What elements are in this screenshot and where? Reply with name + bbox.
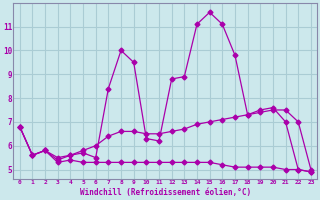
X-axis label: Windchill (Refroidissement éolien,°C): Windchill (Refroidissement éolien,°C) [80, 188, 251, 197]
